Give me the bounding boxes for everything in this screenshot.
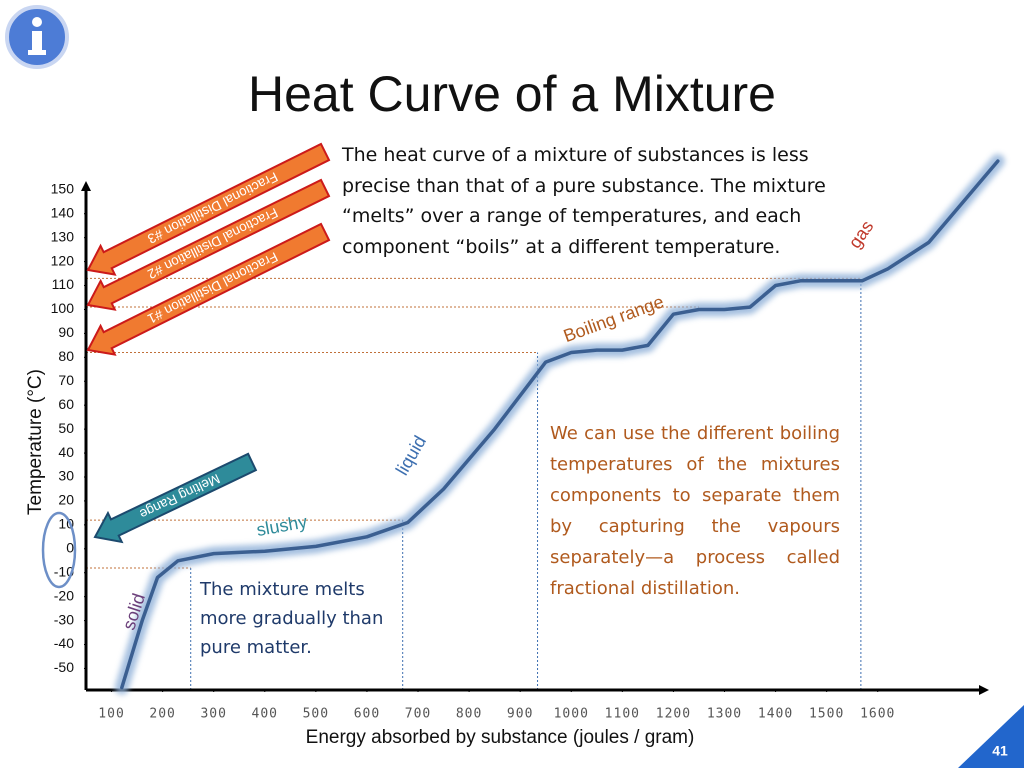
arrow-shape [86,178,331,311]
y-tick-label: 90 [58,324,74,340]
y-tick-label: 140 [51,204,75,220]
x-tick-label: 400 [252,707,278,722]
info-icon [5,5,69,69]
arrow: Melting Range [93,452,258,544]
x-axis-label: Energy absorbed by substance (joules / g… [306,727,695,748]
page-number: 41 [992,743,1008,759]
y-tick-label: 50 [58,420,74,436]
highlight-ring [41,511,77,589]
y-tick-label: 30 [58,468,74,484]
page-corner [958,705,1024,768]
y-tick-label: -40 [54,635,74,651]
y-tick-label: -50 [54,659,74,675]
line [120,159,1000,690]
x-tick-label: 1300 [707,707,742,722]
x-tick-label: 800 [456,707,482,722]
note-left: The mixture melts more gradually than pu… [200,579,384,658]
x-tick-label: 900 [507,707,533,722]
y-axis-label: Temperature (°C) [25,369,46,515]
y-tick-label: 130 [51,228,75,244]
y-tick-label: 40 [58,444,74,460]
y-tick-label: 80 [58,348,74,364]
y-tick-label: 10 [58,516,74,532]
y-tick-label: 100 [51,300,75,316]
y-tick-label: -20 [54,587,74,603]
x-tick-label: 200 [149,707,175,722]
arrow-shape [86,142,331,276]
y-axis-arrow [81,181,91,191]
note-top: The heat curve of a mixture of substance… [342,144,826,258]
y-tick-label: -10 [54,563,74,579]
x-axis-arrow [979,685,989,695]
x-tick-label: 1400 [758,707,793,722]
y-tick-label: 150 [51,180,75,196]
x-tick-label: 600 [354,707,380,722]
y-tick-label: 0 [66,539,74,555]
y-tick-label: 110 [52,276,75,292]
x-tick-label: 1600 [860,707,895,722]
y-tick-label: 120 [51,252,75,268]
x-tick-label: 500 [303,707,329,722]
x-tick-label: 1000 [554,707,589,722]
annotation: slushy [255,511,309,540]
x-tick-label: 1200 [656,707,691,722]
arrow-label: Melting Range [137,471,222,522]
x-tick-label: 700 [405,707,431,722]
y-tick-label: 60 [58,396,74,412]
arrow-shape [93,452,258,544]
chart-title: Heat Curve of a Mixture [248,66,776,122]
arrow-shape [86,222,331,356]
x-tick-label: 300 [200,707,226,722]
y-tick-label: 70 [58,372,74,388]
note-right: We can use the different boiling tempera… [550,423,840,599]
x-tick-label: 100 [98,707,124,722]
y-tick-label: -30 [54,611,74,627]
annotation: liquid [392,432,430,478]
x-tick-label: 1100 [605,707,640,722]
x-tick-label: 1500 [809,707,844,722]
y-tick-label: 20 [58,492,74,508]
